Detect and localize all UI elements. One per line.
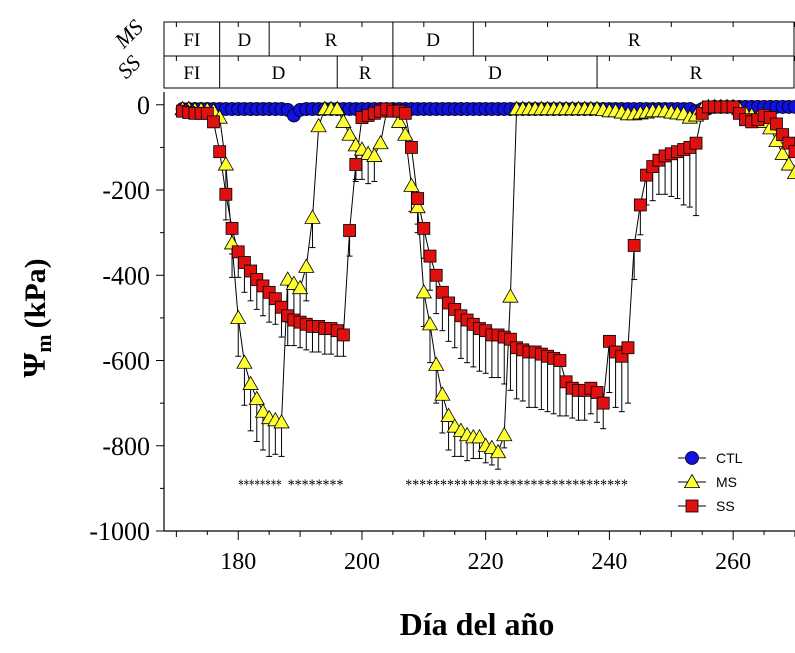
- significance-marks: ****************************************…: [238, 477, 628, 494]
- point-ss: [418, 222, 430, 234]
- point-ms: [299, 259, 314, 272]
- phase-bar-name: SS: [112, 50, 145, 83]
- series-lines: [183, 107, 795, 452]
- point-ss: [789, 146, 795, 158]
- significance-mark: ********: [288, 477, 344, 494]
- y-tick-label: -800: [102, 432, 150, 461]
- point-ms: [423, 317, 438, 330]
- point-ss: [232, 246, 244, 258]
- point-ss: [424, 250, 436, 262]
- y-tick-label: 0: [137, 91, 150, 120]
- point-ms: [497, 428, 512, 441]
- y-tick-label: -1000: [89, 517, 150, 546]
- phase-label: R: [628, 30, 641, 51]
- point-ss: [690, 137, 702, 149]
- significance-mark: ********: [238, 477, 281, 494]
- phase-bars: FI D R D R MS FI D R D R SS: [109, 14, 795, 88]
- legend-label: SS: [716, 498, 735, 514]
- y-axis-title-symbol: Ψ: [16, 353, 52, 378]
- point-ss: [220, 188, 232, 200]
- y-tick-label: -400: [102, 261, 150, 290]
- legend-marker-ms: [685, 475, 700, 488]
- y-tick-label: -600: [102, 347, 150, 376]
- point-ss: [412, 193, 424, 205]
- phase-bar-name: MS: [109, 14, 148, 53]
- point-ss: [344, 225, 356, 237]
- point-ms: [237, 355, 252, 368]
- legend-marker-ctl: [686, 452, 699, 465]
- series-markers: [175, 99, 795, 457]
- legend-label: MS: [716, 474, 737, 490]
- point-ms: [441, 408, 456, 421]
- point-ss: [770, 118, 782, 130]
- point-ms: [435, 387, 450, 400]
- point-ss: [405, 141, 417, 153]
- phase-label: R: [325, 30, 338, 51]
- point-ms: [416, 285, 431, 298]
- point-ss: [399, 107, 411, 119]
- point-ss: [337, 329, 349, 341]
- point-ss: [628, 239, 640, 251]
- x-tick-label: 240: [591, 549, 627, 575]
- point-ms: [243, 376, 258, 389]
- point-ms: [503, 289, 518, 302]
- point-ss: [436, 286, 448, 298]
- phase-label: FI: [183, 30, 200, 51]
- significance-mark: ********************************: [405, 477, 628, 494]
- point-ss: [622, 342, 634, 354]
- point-ss: [214, 146, 226, 158]
- phase-label: R: [690, 63, 703, 84]
- point-ss: [634, 199, 646, 211]
- phase-label: D: [488, 63, 502, 84]
- phase-label: FI: [183, 63, 200, 84]
- phase-label: R: [359, 63, 372, 84]
- legend-marker-ss: [686, 500, 698, 512]
- x-tick-label: 220: [468, 549, 504, 575]
- point-ss: [430, 269, 442, 281]
- x-axis-title: Día del año: [400, 606, 555, 642]
- y-axis-title: Ψm (kPa): [16, 258, 56, 377]
- series-line-ss: [183, 107, 795, 403]
- point-ss: [603, 335, 615, 347]
- phase-label: D: [272, 63, 286, 84]
- point-ms: [311, 119, 326, 132]
- phase-label: D: [238, 30, 252, 51]
- point-ss: [226, 222, 238, 234]
- point-ms: [398, 127, 413, 140]
- x-tick-label: 260: [715, 549, 751, 575]
- y-axis-title-unit: (kPa): [19, 258, 52, 328]
- series-line-ms: [183, 107, 795, 452]
- phase-label: D: [426, 30, 440, 51]
- point-ms: [231, 310, 246, 323]
- point-ss: [591, 386, 603, 398]
- point-ms: [373, 136, 388, 149]
- point-ss: [207, 116, 219, 128]
- point-ms: [404, 178, 419, 191]
- legend-label: CTL: [716, 450, 743, 466]
- point-ms: [336, 114, 351, 127]
- phase-bar-ms: [164, 22, 794, 56]
- point-ss: [597, 397, 609, 409]
- point-ms: [429, 357, 444, 370]
- point-ms: [342, 127, 357, 140]
- point-ss: [554, 355, 566, 367]
- point-ms: [249, 391, 264, 404]
- point-ss: [350, 158, 362, 170]
- y-axis-title-subscript: m: [31, 334, 56, 352]
- y-tick-label: -200: [102, 176, 150, 205]
- legend: CTL MS SS: [678, 450, 743, 514]
- point-ms: [305, 210, 320, 223]
- x-tick-label: 200: [344, 549, 380, 575]
- x-tick-label: 180: [220, 549, 256, 575]
